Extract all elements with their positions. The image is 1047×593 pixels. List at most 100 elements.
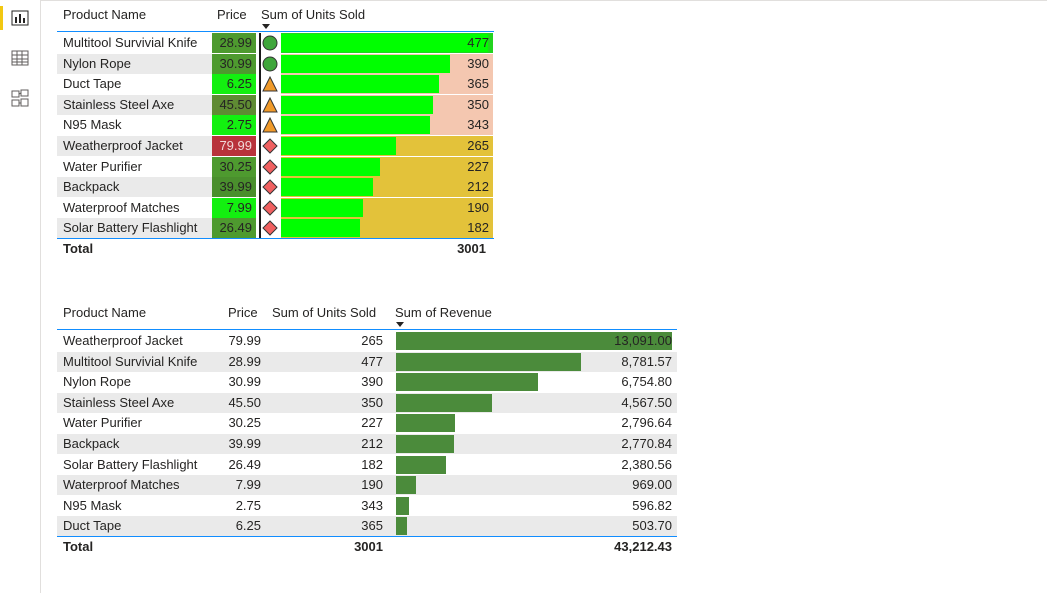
units-databar	[281, 137, 396, 155]
product-name-cell: Solar Battery Flashlight	[63, 220, 198, 235]
product-name-cell: Duct Tape	[63, 76, 122, 91]
table-row[interactable]: Multitool Survivial Knife 28.99 477 8,781.5…	[57, 352, 677, 372]
units-cell: 365	[467, 76, 489, 91]
units-databar	[281, 219, 360, 237]
units-cell: 477	[361, 354, 383, 369]
revenue-cell: 6,754.80	[621, 374, 672, 389]
price-cell: 30.25	[228, 415, 261, 430]
col-header-product-name[interactable]: Product Name	[63, 305, 147, 320]
diamond-icon	[262, 220, 278, 236]
units-cell: 365	[361, 518, 383, 533]
total-units: 3001	[354, 539, 383, 554]
units-cell: 343	[467, 117, 489, 132]
report-view-icon[interactable]	[10, 8, 30, 28]
units-cell: 265	[467, 138, 489, 153]
units-databar	[281, 96, 433, 114]
price-cell: 7.99	[212, 198, 256, 218]
total-divider	[57, 536, 677, 537]
sort-descending-icon	[396, 322, 404, 327]
price-cell: 26.49	[228, 457, 261, 472]
product-name-cell: Multitool Survivial Knife	[63, 354, 198, 369]
revenue-databar	[396, 476, 416, 494]
table-row[interactable]: N95 Mask 2.75 343 596.82	[57, 496, 677, 516]
active-view-indicator	[0, 6, 3, 30]
table-row[interactable]: N95 Mask 2.75 343	[57, 115, 494, 135]
price-cell: 2.75	[235, 498, 261, 513]
revenue-cell: 2,380.56	[621, 457, 672, 472]
header-divider	[57, 31, 494, 32]
product-name-cell: Water Purifier	[63, 159, 142, 174]
table-row[interactable]: Waterproof Matches 7.99 190	[57, 198, 494, 218]
units-cell: 212	[361, 436, 383, 451]
row-shade	[57, 95, 212, 115]
circle-icon	[262, 56, 278, 72]
price-cell: 39.99	[212, 177, 256, 197]
top-border	[0, 0, 1047, 1]
data-view-icon[interactable]	[10, 48, 30, 68]
col-header-revenue[interactable]: Sum of Revenue	[395, 305, 492, 320]
revenue-databar	[396, 517, 407, 535]
triangle-icon	[262, 116, 278, 133]
product-name-cell: Nylon Rope	[63, 374, 131, 389]
col-header-price[interactable]: Price	[217, 7, 247, 22]
row-shade	[57, 218, 212, 238]
table-row[interactable]: Weatherproof Jacket 79.99 265 13,091.00	[57, 331, 677, 351]
table-row[interactable]: Nylon Rope 30.99 390	[57, 54, 494, 74]
table-row[interactable]: Nylon Rope 30.99 390 6,754.80	[57, 372, 677, 392]
product-name-cell: Weatherproof Jacket	[63, 333, 183, 348]
diamond-icon	[262, 159, 278, 175]
units-cell: 190	[467, 200, 489, 215]
table-row[interactable]: Waterproof Matches 7.99 190 969.00	[57, 475, 677, 495]
table-row[interactable]: Duct Tape 6.25 365 503.70	[57, 516, 677, 536]
col-header-price[interactable]: Price	[228, 305, 258, 320]
product-name-cell: N95 Mask	[63, 498, 122, 513]
units-cell: 212	[467, 179, 489, 194]
product-name-cell: Weatherproof Jacket	[63, 138, 183, 153]
product-name-cell: N95 Mask	[63, 117, 122, 132]
revenue-databar	[396, 497, 409, 515]
units-databar	[281, 199, 363, 217]
model-view-icon[interactable]	[10, 88, 30, 108]
revenue-cell: 596.82	[632, 498, 672, 513]
table-row[interactable]: Backpack 39.99 212 2,770.84	[57, 434, 677, 454]
product-name-cell: Duct Tape	[63, 518, 122, 533]
revenue-databar	[396, 414, 455, 432]
table-row[interactable]: Backpack 39.99 212	[57, 177, 494, 197]
revenue-databar	[396, 353, 581, 371]
table-row[interactable]: Duct Tape 6.25 365	[57, 74, 494, 94]
price-cell: 30.99	[228, 374, 261, 389]
table-row[interactable]: Water Purifier 30.25 227 2,796.64	[57, 413, 677, 433]
table-row[interactable]: Solar Battery Flashlight 26.49 182	[57, 218, 494, 238]
product-name-cell: Stainless Steel Axe	[63, 395, 175, 410]
col-header-product-name[interactable]: Product Name	[63, 7, 147, 22]
units-cell: 350	[361, 395, 383, 410]
price-cell: 30.99	[212, 54, 256, 74]
row-shade	[57, 177, 212, 197]
price-cell: 7.99	[235, 477, 261, 492]
units-cell: 227	[467, 159, 489, 174]
price-cell: 6.25	[235, 518, 261, 533]
table-row[interactable]: Water Purifier 30.25 227	[57, 157, 494, 177]
table-row[interactable]: Multitool Survivial Knife 28.99 477	[57, 33, 494, 53]
row-shade	[57, 136, 212, 156]
sort-descending-icon	[262, 24, 270, 29]
price-cell: 26.49	[212, 218, 256, 238]
revenue-cell: 13,091.00	[614, 333, 672, 348]
table-row[interactable]: Weatherproof Jacket 79.99 265	[57, 136, 494, 156]
revenue-databar	[396, 373, 538, 391]
table-row[interactable]: Stainless Steel Axe 45.50 350 4,567.50	[57, 393, 677, 413]
col-header-units-sold[interactable]: Sum of Units Sold	[272, 305, 377, 320]
units-cell: 390	[467, 56, 489, 71]
units-cell: 350	[467, 97, 489, 112]
table-row[interactable]: Stainless Steel Axe 45.50 350	[57, 95, 494, 115]
col-header-units-sold[interactable]: Sum of Units Sold	[261, 7, 366, 22]
icon-column-separator	[259, 33, 261, 239]
units-cell: 182	[467, 220, 489, 235]
price-cell: 79.99	[228, 333, 261, 348]
row-shade	[57, 516, 677, 536]
price-cell: 45.50	[212, 95, 256, 115]
total-label: Total	[63, 539, 94, 554]
diamond-icon	[262, 179, 278, 195]
table-row[interactable]: Solar Battery Flashlight 26.49 182 2,380.56	[57, 455, 677, 475]
view-switcher-rail	[0, 0, 41, 593]
